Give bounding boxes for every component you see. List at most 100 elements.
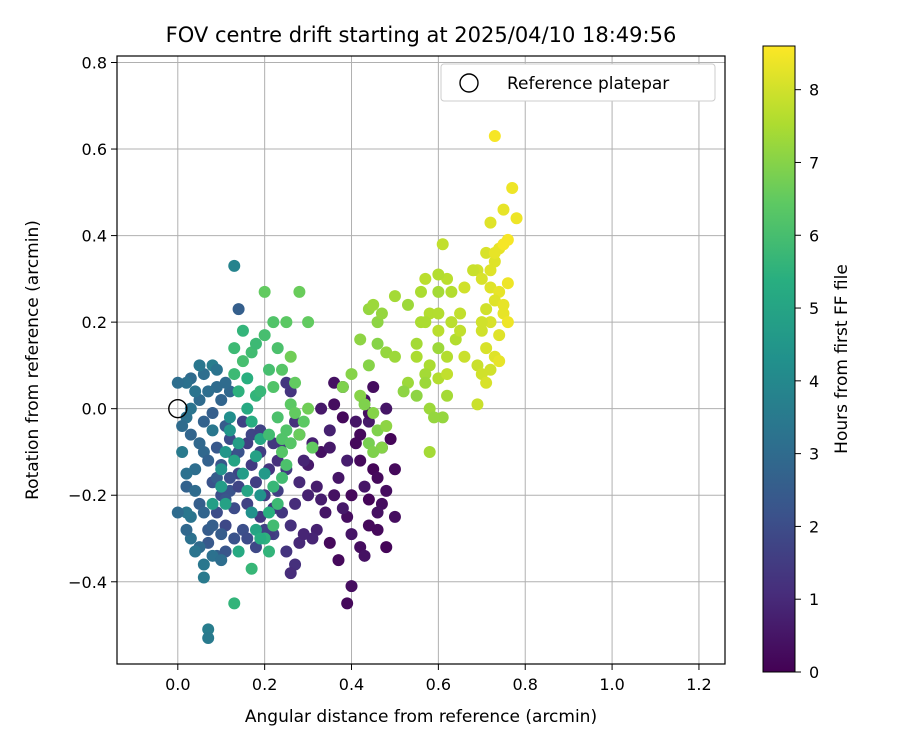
data-point: [358, 549, 371, 562]
data-point: [480, 376, 493, 389]
data-point: [263, 428, 275, 441]
data-point: [319, 506, 332, 519]
data-point: [302, 316, 315, 329]
colorbar: [762, 45, 796, 673]
data-point: [362, 493, 375, 506]
data-point: [197, 506, 210, 519]
data-point: [367, 407, 380, 420]
plot-frame: [116, 55, 726, 665]
data-point: [249, 337, 262, 350]
data-point: [323, 424, 336, 437]
data-point: [284, 519, 297, 532]
data-point: [323, 536, 336, 549]
data-point: [223, 471, 236, 484]
data-point: [289, 407, 302, 420]
data-point: [202, 454, 215, 467]
data-point: [493, 355, 506, 368]
data-point: [419, 376, 432, 389]
y-axis-ticks: −0.4 −0.2 0.0 0.2 0.4 0.6 0.8: [68, 53, 117, 592]
data-point: [480, 303, 493, 316]
colorbar-tick-label: 2: [809, 517, 819, 536]
data-point: [471, 398, 484, 411]
y-tick-label: 0.4: [82, 227, 107, 246]
y-tick-label: 0.8: [82, 53, 107, 72]
data-point: [280, 316, 293, 329]
colorbar-tick-label: 1: [809, 590, 819, 609]
data-point: [397, 385, 410, 398]
data-point: [458, 350, 471, 363]
data-point: [245, 562, 258, 575]
data-point: [410, 389, 423, 402]
data-point: [258, 285, 271, 298]
data-point: [428, 411, 441, 424]
legend: Reference platepar: [440, 63, 716, 102]
colorbar-tick-label: 4: [809, 372, 819, 391]
y-tick-label: −0.2: [68, 486, 107, 505]
data-point: [206, 424, 219, 437]
data-point: [284, 437, 297, 450]
data-point: [241, 532, 254, 545]
data-point: [436, 411, 449, 424]
data-point: [401, 298, 414, 311]
data-point: [232, 545, 245, 558]
data-point: [410, 337, 423, 350]
data-point: [441, 368, 454, 381]
data-point: [475, 324, 488, 337]
data-point: [371, 337, 384, 350]
data-point: [380, 541, 393, 554]
data-point: [345, 528, 358, 541]
data-point: [228, 454, 241, 467]
data-point: [206, 497, 219, 510]
data-point: [501, 277, 514, 290]
data-point: [388, 510, 401, 523]
data-point: [228, 368, 241, 381]
data-point: [241, 402, 254, 415]
data-point: [280, 458, 293, 471]
data-point: [362, 359, 375, 372]
x-tick-label: 0.8: [513, 675, 538, 694]
data-point: [293, 428, 306, 441]
data-point: [367, 445, 380, 458]
data-point: [271, 497, 284, 510]
x-tick-label: 1.0: [599, 675, 624, 694]
data-point: [189, 385, 202, 398]
data-point: [245, 506, 258, 519]
data-point: [171, 506, 184, 519]
data-point: [258, 329, 271, 342]
data-point: [236, 467, 249, 480]
data-point: [432, 285, 445, 298]
data-point: [241, 484, 254, 497]
data-point: [454, 307, 467, 320]
data-point: [180, 523, 193, 536]
data-point: [445, 285, 458, 298]
data-point: [202, 623, 215, 636]
data-point: [236, 324, 249, 337]
data-point: [302, 402, 315, 415]
data-point: [380, 419, 393, 432]
data-point: [267, 381, 280, 394]
data-point: [263, 363, 275, 376]
colorbar-tick-label: 0: [809, 663, 819, 682]
data-point: [219, 497, 232, 510]
data-point: [388, 290, 401, 303]
data-point: [497, 298, 510, 311]
data-points: [168, 130, 523, 645]
data-point: [306, 441, 319, 454]
data-point: [236, 415, 249, 428]
data-point: [180, 376, 193, 389]
data-point: [384, 432, 397, 445]
data-point: [254, 489, 267, 502]
x-axis-ticks: 0.0 0.2 0.4 0.6 0.8 1.0 1.2: [165, 664, 712, 694]
data-point: [215, 528, 228, 541]
data-point: [388, 350, 401, 363]
y-tick-label: −0.4: [68, 573, 107, 592]
data-point: [315, 493, 328, 506]
data-point: [249, 476, 262, 489]
data-point: [341, 597, 354, 610]
data-point: [497, 203, 510, 216]
data-point: [354, 454, 367, 467]
colorbar-tick-label: 8: [809, 81, 819, 100]
data-point: [336, 502, 349, 515]
data-point: [345, 489, 358, 502]
colorbar-tick-label: 7: [809, 153, 819, 172]
